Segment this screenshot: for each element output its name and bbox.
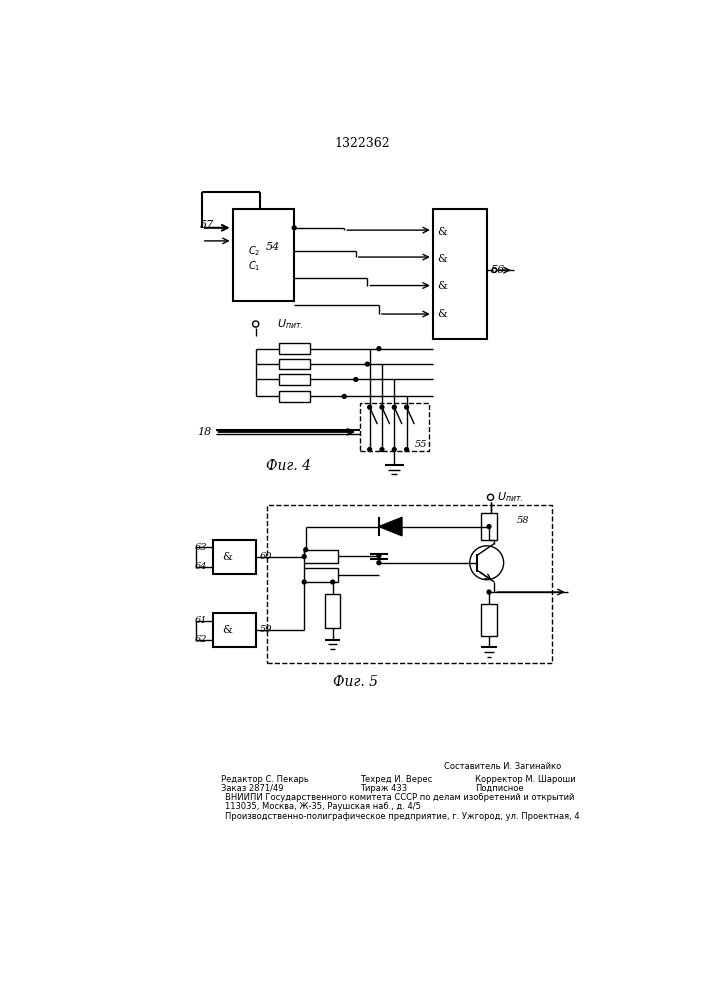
Text: 55: 55 <box>415 440 428 449</box>
Text: Заказ 2871/49: Заказ 2871/49 <box>221 784 284 793</box>
Text: Техред И. Верес: Техред И. Верес <box>360 775 432 784</box>
Circle shape <box>354 378 358 381</box>
Circle shape <box>392 448 396 451</box>
Text: 60: 60 <box>259 552 272 561</box>
Circle shape <box>366 362 369 366</box>
Circle shape <box>292 226 296 230</box>
Bar <box>279 343 310 354</box>
Text: &: & <box>437 309 447 319</box>
Bar <box>279 374 310 385</box>
Text: Производственно-полиграфическое предприятие, г. Ужгород, ул. Проектная, 4: Производственно-полиграфическое предприя… <box>225 812 580 821</box>
Circle shape <box>368 405 372 409</box>
Circle shape <box>404 448 409 451</box>
Circle shape <box>342 395 346 398</box>
Bar <box>481 513 497 540</box>
Text: 62: 62 <box>194 635 207 644</box>
Circle shape <box>303 555 306 559</box>
Text: &: & <box>437 254 447 264</box>
Text: &: & <box>222 625 232 635</box>
Text: 58: 58 <box>517 516 529 525</box>
Text: 1322362: 1322362 <box>335 137 390 150</box>
Bar <box>214 613 256 647</box>
Text: Фиг. 5: Фиг. 5 <box>333 675 378 689</box>
Text: 59: 59 <box>259 625 272 634</box>
Bar <box>279 391 310 402</box>
Circle shape <box>303 580 306 584</box>
Text: Тираж 433: Тираж 433 <box>360 784 407 793</box>
Text: Корректор М. Шароши: Корректор М. Шароши <box>475 775 575 784</box>
Text: 64: 64 <box>194 562 207 571</box>
Bar <box>214 540 256 574</box>
Bar <box>267 505 552 663</box>
Text: 18: 18 <box>197 427 211 437</box>
Circle shape <box>487 525 491 528</box>
Text: &: & <box>222 552 232 562</box>
Text: 56: 56 <box>491 265 506 275</box>
Text: Фиг. 4: Фиг. 4 <box>267 460 311 474</box>
Text: 61: 61 <box>194 616 207 625</box>
Text: ВНИИПИ Государственного комитета СССР по делам изобретений и открытий: ВНИИПИ Государственного комитета СССР по… <box>225 793 574 802</box>
Text: $U_{пит.}$: $U_{пит.}$ <box>277 317 304 331</box>
Circle shape <box>368 448 372 451</box>
Bar <box>325 594 340 628</box>
Text: 113035, Москва, Ж-35, Раушская наб., д. 4/5: 113035, Москва, Ж-35, Раушская наб., д. … <box>225 802 421 811</box>
Bar <box>481 604 497 636</box>
Circle shape <box>331 580 334 584</box>
Text: &: & <box>437 281 447 291</box>
Text: 63: 63 <box>194 543 207 552</box>
Bar <box>233 209 294 301</box>
Circle shape <box>392 405 396 409</box>
Circle shape <box>377 554 381 558</box>
Text: $C_1$: $C_1$ <box>248 259 260 273</box>
Text: Подписное: Подписное <box>475 784 524 793</box>
Text: $C_2$: $C_2$ <box>248 244 260 258</box>
Circle shape <box>377 347 381 351</box>
Bar <box>279 359 310 369</box>
Text: $U_{пит.}$: $U_{пит.}$ <box>497 490 523 504</box>
Circle shape <box>487 590 491 594</box>
Text: Редактор С. Пекарь: Редактор С. Пекарь <box>221 775 309 784</box>
Text: &: & <box>437 227 447 237</box>
Text: Составитель И. Загинайко: Составитель И. Загинайко <box>444 762 561 771</box>
Circle shape <box>404 405 409 409</box>
Bar <box>304 550 338 563</box>
Text: 57: 57 <box>200 220 214 230</box>
Polygon shape <box>379 517 402 536</box>
Circle shape <box>304 548 308 552</box>
Circle shape <box>377 561 381 565</box>
Bar <box>360 403 429 451</box>
Circle shape <box>380 448 384 451</box>
Bar <box>433 209 486 339</box>
Bar <box>304 568 338 582</box>
Circle shape <box>380 405 384 409</box>
Text: 54: 54 <box>266 242 280 252</box>
